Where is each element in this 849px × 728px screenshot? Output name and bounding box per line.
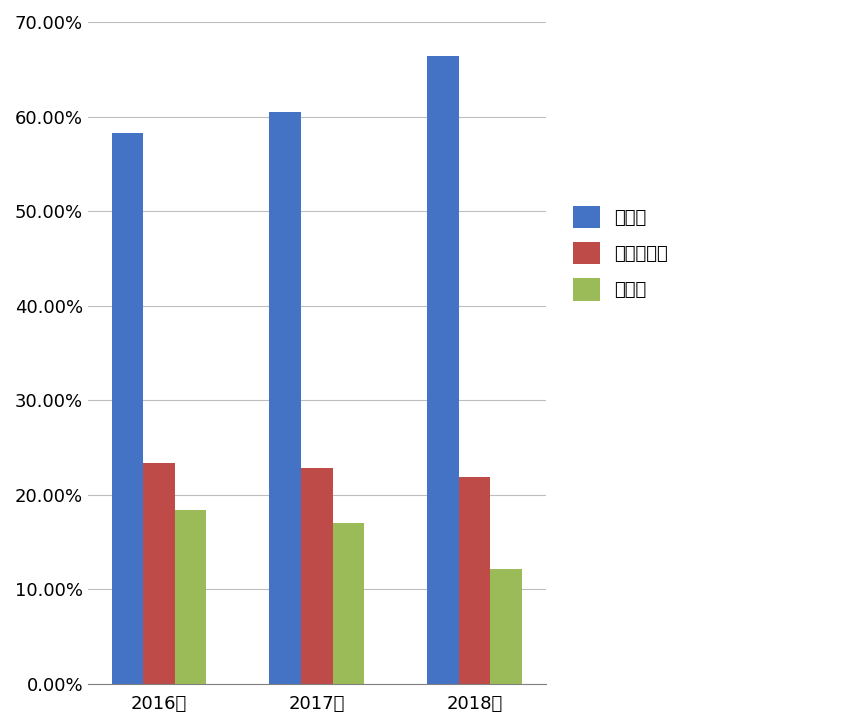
- Bar: [427, 56, 458, 684]
- Legend: 増えた, 変わらない, 減った: 増えた, 変わらない, 減った: [564, 197, 678, 309]
- Bar: [333, 523, 364, 684]
- Bar: [458, 477, 491, 684]
- Bar: [269, 112, 301, 684]
- Bar: [175, 510, 206, 684]
- Bar: [112, 132, 143, 684]
- Bar: [301, 468, 333, 684]
- Bar: [491, 569, 522, 684]
- Bar: [143, 462, 175, 684]
